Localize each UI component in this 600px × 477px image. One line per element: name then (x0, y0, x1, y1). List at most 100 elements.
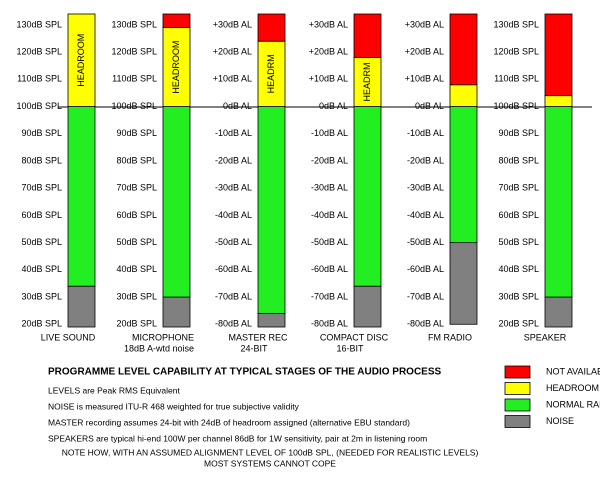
column-label: 18dB A-wtd noise (124, 343, 194, 353)
tick-label: +20dB AL (309, 46, 348, 56)
segment-label: HEADROOM (171, 41, 181, 94)
tick-label: -60dB AL (215, 264, 252, 274)
tick-label: 60dB SPL (116, 210, 157, 220)
tick-label: -20dB AL (215, 155, 252, 165)
tick-label: -70dB AL (407, 291, 444, 301)
column-label: COMPACT DISC (320, 332, 389, 342)
tick-label: 100dB SPL (493, 101, 539, 111)
footnote: MOST SYSTEMS CANNOT COPE (204, 458, 336, 468)
tick-label: 50dB SPL (498, 237, 539, 247)
tick-label: 20dB SPL (498, 319, 539, 329)
level-segment (449, 13, 478, 86)
tick-label: 90dB SPL (116, 128, 157, 138)
tick-label: 0dB AL (415, 101, 444, 111)
tick-label: 100dB SPL (111, 101, 157, 111)
tick-label: 30dB SPL (116, 291, 157, 301)
tick-label: -30dB AL (215, 183, 252, 193)
legend-swatch (504, 365, 531, 379)
legend-label: HEADROOM (546, 383, 599, 393)
tick-label: +20dB AL (405, 46, 444, 56)
tick-label: 30dB SPL (21, 291, 62, 301)
level-segment (544, 13, 573, 97)
tick-label: 40dB SPL (498, 264, 539, 274)
tick-label: 30dB SPL (498, 291, 539, 301)
level-segment (162, 27, 191, 107)
tick-label: -80dB AL (215, 319, 252, 329)
tick-label: 70dB SPL (116, 183, 157, 193)
tick-label: 80dB SPL (21, 155, 62, 165)
tick-label: +10dB AL (405, 74, 444, 84)
level-segment (353, 13, 382, 58)
tick-label: 130dB SPL (493, 19, 539, 29)
column-label: LIVE SOUND (41, 332, 96, 342)
tick-label: 120dB SPL (111, 46, 157, 56)
column-label: 16-BIT (336, 343, 364, 353)
level-segment (257, 106, 286, 314)
tick-label: -70dB AL (215, 291, 252, 301)
legend-label: NOT AVAILABLE (546, 366, 600, 376)
tick-label: -50dB AL (407, 237, 444, 247)
note: NOISE is measured ITU-R 468 weighted for… (48, 401, 300, 411)
tick-label: 130dB SPL (111, 19, 157, 29)
level-segment (162, 296, 191, 328)
tick-label: 130dB SPL (16, 19, 62, 29)
column-label: MICROPHONE (132, 332, 194, 342)
level-segment (67, 13, 96, 107)
tick-label: 0dB AL (319, 101, 348, 111)
legend-swatch (504, 382, 531, 395)
title: PROGRAMME LEVEL CAPABILITY AT TYPICAL ST… (48, 367, 442, 378)
tick-label: -20dB AL (407, 155, 444, 165)
tick-label: 110dB SPL (112, 74, 157, 84)
segment-label: HEADRM (362, 63, 372, 102)
tick-label: +10dB AL (213, 74, 252, 84)
column-label: FM RADIO (428, 332, 472, 342)
tick-label: -40dB AL (311, 210, 348, 220)
tick-label: -10dB AL (311, 128, 348, 138)
tick-label: -70dB AL (311, 291, 348, 301)
tick-label: -60dB AL (311, 264, 348, 274)
tick-label: +10dB AL (309, 74, 348, 84)
column-label: 24-BIT (240, 343, 268, 353)
column-label: MASTER REC (228, 332, 288, 342)
tick-label: 20dB SPL (21, 319, 62, 329)
tick-label: 40dB SPL (21, 264, 62, 274)
tick-label: -50dB AL (215, 237, 252, 247)
column-label: SPEAKER (524, 332, 567, 342)
tick-label: +30dB AL (309, 19, 348, 29)
tick-label: 60dB SPL (498, 210, 539, 220)
note: LEVELS are Peak RMS Equivalent (48, 385, 180, 395)
tick-label: -80dB AL (407, 319, 444, 329)
tick-label: 100dB SPL (16, 101, 62, 111)
tick-label: 20dB SPL (116, 319, 157, 329)
level-segment (449, 242, 478, 325)
level-segment (449, 106, 478, 244)
tick-label: -20dB AL (311, 155, 348, 165)
tick-label: 70dB SPL (21, 183, 62, 193)
tick-label: 0dB AL (223, 101, 252, 111)
level-segment (353, 57, 382, 107)
level-segment (162, 106, 191, 298)
legend-label: NOISE (546, 416, 574, 426)
level-segment (449, 84, 478, 107)
tick-label: -80dB AL (311, 319, 348, 329)
tick-label: 40dB SPL (116, 264, 157, 274)
tick-label: 110dB SPL (494, 74, 539, 84)
level-segment (544, 106, 573, 298)
tick-label: +30dB AL (405, 19, 444, 29)
level-segment (67, 106, 96, 287)
level-segment (162, 13, 191, 29)
tick-label: 70dB SPL (498, 183, 539, 193)
level-segment (544, 296, 573, 328)
legend-label: NORMAL RANGE (546, 399, 600, 409)
tick-label: -10dB AL (215, 128, 252, 138)
level-segment (353, 106, 382, 287)
tick-label: 120dB SPL (493, 46, 539, 56)
tick-label: -60dB AL (407, 264, 444, 274)
tick-label: 50dB SPL (21, 237, 62, 247)
level-segment (257, 312, 286, 328)
tick-label: -40dB AL (215, 210, 252, 220)
tick-label: 80dB SPL (116, 155, 157, 165)
tick-label: -50dB AL (311, 237, 348, 247)
tick-label: 90dB SPL (21, 128, 62, 138)
